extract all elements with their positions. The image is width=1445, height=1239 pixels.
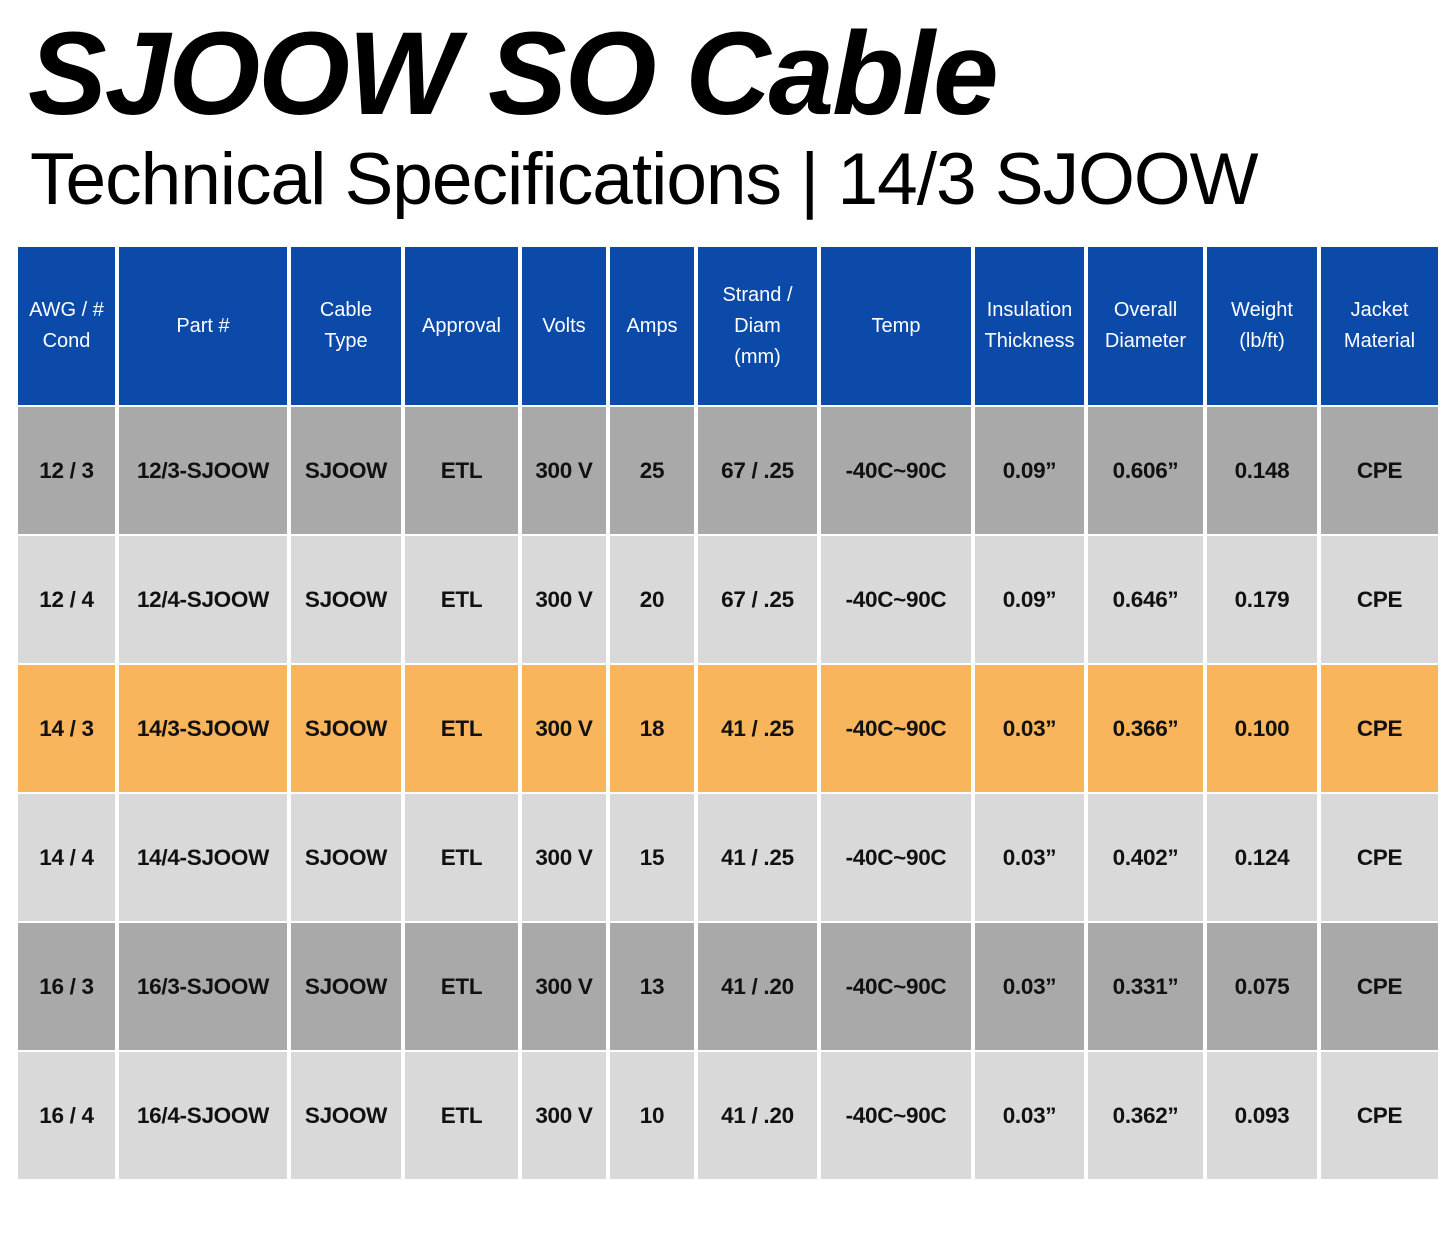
col-header-part-number: Part # (119, 247, 287, 405)
table-row-14-3-highlighted: 14 / 3 14/3-SJOOW SJOOW ETL 300 V 18 41 … (18, 665, 1438, 792)
cell-volts: 300 V (522, 923, 606, 1050)
cell-insulation-thickness: 0.09” (975, 407, 1084, 534)
cell-strand-diam: 41 / .20 (698, 1052, 817, 1179)
table-row-14-4: 14 / 4 14/4-SJOOW SJOOW ETL 300 V 15 41 … (18, 794, 1438, 921)
cell-cable-type: SJOOW (291, 1052, 401, 1179)
col-header-cable-type: Cable Type (291, 247, 401, 405)
col-header-strand-diam: Strand / Diam (mm) (698, 247, 817, 405)
cell-approval: ETL (405, 665, 518, 792)
table-row-16-4: 16 / 4 16/4-SJOOW SJOOW ETL 300 V 10 41 … (18, 1052, 1438, 1179)
cell-approval: ETL (405, 536, 518, 663)
cell-strand-diam: 41 / .25 (698, 665, 817, 792)
cell-amps: 20 (610, 536, 694, 663)
cell-amps: 13 (610, 923, 694, 1050)
col-header-jacket-material: Jacket Material (1321, 247, 1438, 405)
cell-awg-cond: 14 / 3 (18, 665, 115, 792)
cell-temp: -40C~90C (821, 407, 971, 534)
cell-volts: 300 V (522, 1052, 606, 1179)
cell-jacket-material: CPE (1321, 923, 1438, 1050)
cell-cable-type: SJOOW (291, 536, 401, 663)
cell-volts: 300 V (522, 536, 606, 663)
cell-jacket-material: CPE (1321, 794, 1438, 921)
cell-amps: 10 (610, 1052, 694, 1179)
col-header-volts: Volts (522, 247, 606, 405)
cell-temp: -40C~90C (821, 794, 971, 921)
cell-volts: 300 V (522, 665, 606, 792)
cell-jacket-material: CPE (1321, 407, 1438, 534)
cell-awg-cond: 12 / 4 (18, 536, 115, 663)
cell-awg-cond: 16 / 3 (18, 923, 115, 1050)
cell-insulation-thickness: 0.09” (975, 536, 1084, 663)
col-header-temp: Temp (821, 247, 971, 405)
cell-strand-diam: 41 / .25 (698, 794, 817, 921)
cell-awg-cond: 12 / 3 (18, 407, 115, 534)
col-header-awg-cond: AWG / # Cond (18, 247, 115, 405)
cell-weight: 0.075 (1207, 923, 1317, 1050)
cell-temp: -40C~90C (821, 1052, 971, 1179)
table-row-12-4: 12 / 4 12/4-SJOOW SJOOW ETL 300 V 20 67 … (18, 536, 1438, 663)
cell-strand-diam: 41 / .20 (698, 923, 817, 1050)
cell-jacket-material: CPE (1321, 1052, 1438, 1179)
cell-strand-diam: 67 / .25 (698, 536, 817, 663)
cell-awg-cond: 14 / 4 (18, 794, 115, 921)
cell-overall-diameter: 0.331” (1088, 923, 1203, 1050)
cell-approval: ETL (405, 1052, 518, 1179)
cell-insulation-thickness: 0.03” (975, 923, 1084, 1050)
cell-insulation-thickness: 0.03” (975, 665, 1084, 792)
spec-table: AWG / # Cond Part # Cable Type Approval … (14, 245, 1442, 1181)
cell-approval: ETL (405, 794, 518, 921)
cell-overall-diameter: 0.606” (1088, 407, 1203, 534)
cell-weight: 0.179 (1207, 536, 1317, 663)
page-subtitle: Technical Specifications | 14/3 SJOOW (30, 139, 1259, 221)
cell-volts: 300 V (522, 407, 606, 534)
col-header-weight: Weight (lb/ft) (1207, 247, 1317, 405)
page-title: SJOOW SO Cable (28, 8, 999, 140)
cell-weight: 0.124 (1207, 794, 1317, 921)
cell-cable-type: SJOOW (291, 923, 401, 1050)
cell-jacket-material: CPE (1321, 665, 1438, 792)
cell-overall-diameter: 0.402” (1088, 794, 1203, 921)
cell-volts: 300 V (522, 794, 606, 921)
cell-overall-diameter: 0.362” (1088, 1052, 1203, 1179)
table-row-12-3: 12 / 3 12/3-SJOOW SJOOW ETL 300 V 25 67 … (18, 407, 1438, 534)
cell-temp: -40C~90C (821, 923, 971, 1050)
cell-part-number: 16/4-SJOOW (119, 1052, 287, 1179)
cell-strand-diam: 67 / .25 (698, 407, 817, 534)
cell-weight: 0.093 (1207, 1052, 1317, 1179)
table-row-16-3: 16 / 3 16/3-SJOOW SJOOW ETL 300 V 13 41 … (18, 923, 1438, 1050)
cell-weight: 0.148 (1207, 407, 1317, 534)
cell-cable-type: SJOOW (291, 407, 401, 534)
cell-insulation-thickness: 0.03” (975, 1052, 1084, 1179)
cell-approval: ETL (405, 923, 518, 1050)
cell-insulation-thickness: 0.03” (975, 794, 1084, 921)
cell-overall-diameter: 0.646” (1088, 536, 1203, 663)
header-row: AWG / # Cond Part # Cable Type Approval … (18, 247, 1438, 405)
cell-jacket-material: CPE (1321, 536, 1438, 663)
cell-cable-type: SJOOW (291, 794, 401, 921)
cell-amps: 25 (610, 407, 694, 534)
cell-temp: -40C~90C (821, 665, 971, 792)
cell-amps: 18 (610, 665, 694, 792)
cell-temp: -40C~90C (821, 536, 971, 663)
col-header-insulation-thickness: Insulation Thickness (975, 247, 1084, 405)
cell-amps: 15 (610, 794, 694, 921)
cell-part-number: 16/3-SJOOW (119, 923, 287, 1050)
col-header-amps: Amps (610, 247, 694, 405)
col-header-overall-diameter: Overall Diameter (1088, 247, 1203, 405)
cell-part-number: 14/4-SJOOW (119, 794, 287, 921)
cell-part-number: 12/4-SJOOW (119, 536, 287, 663)
cell-weight: 0.100 (1207, 665, 1317, 792)
cell-overall-diameter: 0.366” (1088, 665, 1203, 792)
cell-part-number: 12/3-SJOOW (119, 407, 287, 534)
cell-approval: ETL (405, 407, 518, 534)
cell-part-number: 14/3-SJOOW (119, 665, 287, 792)
cell-cable-type: SJOOW (291, 665, 401, 792)
cell-awg-cond: 16 / 4 (18, 1052, 115, 1179)
col-header-approval: Approval (405, 247, 518, 405)
